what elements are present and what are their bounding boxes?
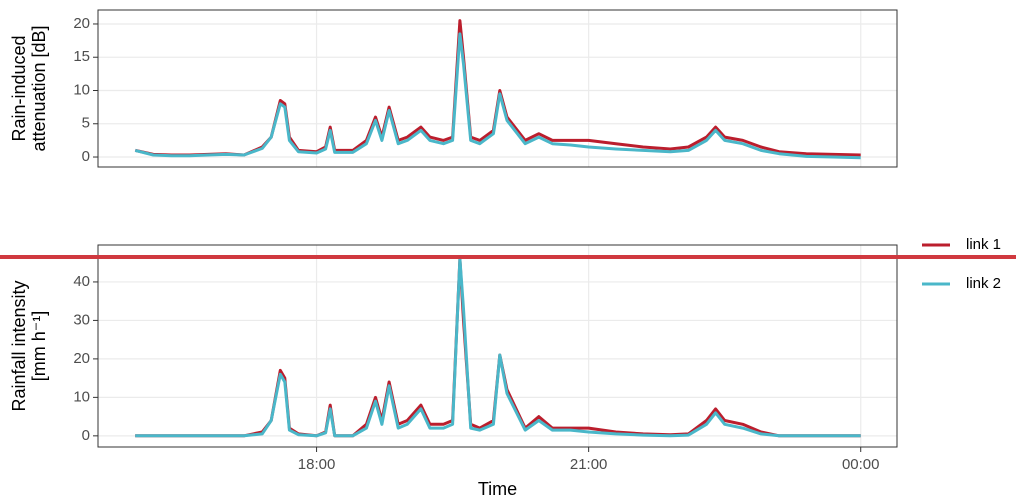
x-tick-label: 00:00 xyxy=(842,456,880,473)
x-tick-label: 18:00 xyxy=(298,456,336,473)
y-tick-label: 20 xyxy=(73,15,90,32)
y-axis-label-line: Rain-induced xyxy=(9,35,29,141)
y-tick-label: 10 xyxy=(73,81,90,98)
y-axis-label: Rain-inducedattenuation [dB] xyxy=(9,25,49,151)
y-axis-label-line: attenuation [dB] xyxy=(29,25,49,151)
series-line xyxy=(135,257,861,438)
plot-background xyxy=(98,10,897,167)
plot-border xyxy=(97,244,898,448)
y-tick-label: 20 xyxy=(73,350,90,367)
plot-border xyxy=(97,9,898,168)
legend-label: link 1 xyxy=(966,236,1001,253)
legend-label: link 2 xyxy=(966,275,1001,292)
y-axis-label-line: Rainfall intensity xyxy=(9,280,29,411)
y-tick-label: 5 xyxy=(82,115,90,132)
y-tick-label: 0 xyxy=(82,148,90,165)
x-axis-label: Time xyxy=(478,479,517,499)
y-axis-label-line: [mm h⁻¹] xyxy=(29,311,49,382)
y-tick-label: 15 xyxy=(73,48,90,65)
y-tick-label: 30 xyxy=(73,311,90,328)
y-axis-label: Rainfall intensity[mm h⁻¹] xyxy=(9,280,49,411)
series-line xyxy=(134,32,861,160)
plot-background xyxy=(98,245,897,447)
y-tick-label: 40 xyxy=(73,273,90,290)
y-tick-label: 0 xyxy=(82,427,90,444)
x-tick-label: 21:00 xyxy=(570,456,608,473)
y-tick-label: 10 xyxy=(73,388,90,405)
